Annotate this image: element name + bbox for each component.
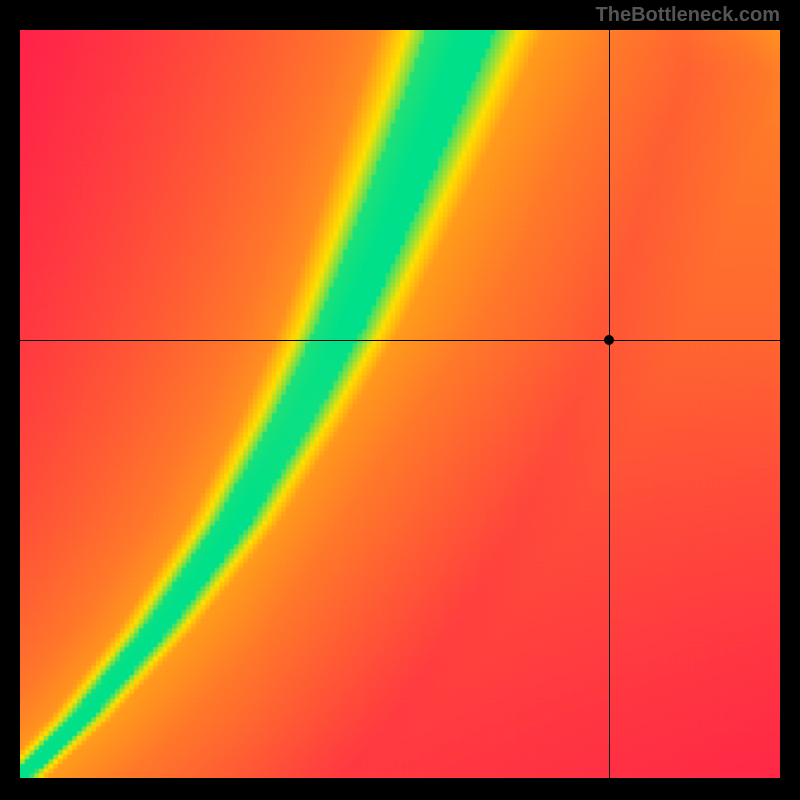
plot-area [20,30,780,778]
heatmap-canvas [20,30,780,778]
crosshair-vertical [609,30,610,778]
crosshair-horizontal [20,340,780,341]
chart-container: TheBottleneck.com [0,0,800,800]
crosshair-marker [604,335,614,345]
watermark-text: TheBottleneck.com [596,4,780,27]
